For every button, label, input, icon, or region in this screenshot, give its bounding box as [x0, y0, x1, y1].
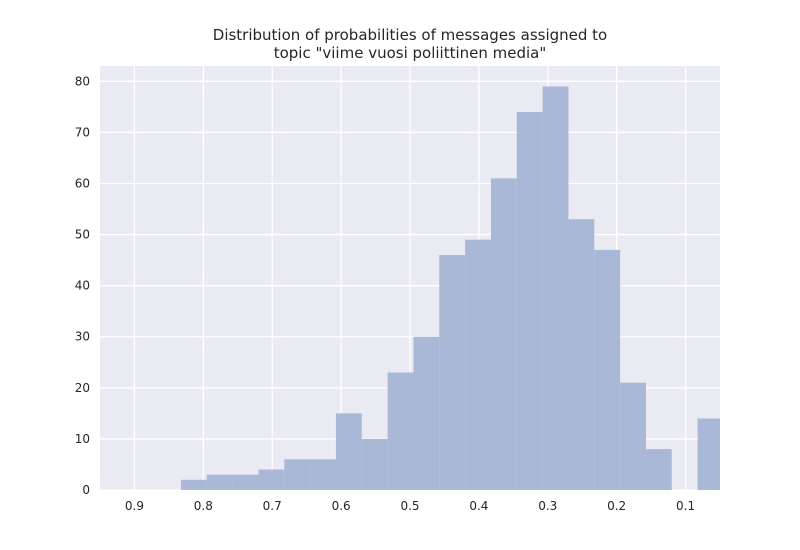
y-tick-label: 30 — [75, 330, 90, 344]
x-tick-label: 0.6 — [332, 499, 351, 513]
histogram-bar-10 — [439, 255, 466, 490]
y-tick-label: 50 — [75, 228, 90, 242]
histogram-bar-16 — [594, 249, 621, 490]
histogram-bar-14 — [542, 86, 569, 490]
histogram-bar-7 — [361, 438, 388, 490]
histogram-bar-17 — [620, 382, 646, 490]
x-tick-label: 0.7 — [263, 499, 282, 513]
histogram-bar-12 — [490, 178, 517, 490]
histogram-bar-9 — [413, 336, 440, 490]
histogram-bar-15 — [568, 219, 595, 491]
x-tick-label: 0.1 — [676, 499, 695, 513]
x-tick-label: 0.9 — [125, 499, 144, 513]
x-tick-label: 0.5 — [400, 499, 419, 513]
chart-title-line-2: topic "viime vuosi poliittinen media" — [274, 44, 547, 62]
histogram-bar-20 — [697, 418, 720, 490]
histogram-bar-2 — [232, 474, 259, 490]
y-tick-label: 0 — [82, 483, 90, 497]
y-tick-label: 70 — [75, 125, 90, 139]
y-tick-label: 20 — [75, 381, 90, 395]
x-tick-label: 0.8 — [194, 499, 213, 513]
x-axis-ticks: 0.9 0.8 0.7 0.6 0.5 0.4 0.3 0.2 0.1 — [125, 499, 695, 513]
y-tick-label: 60 — [75, 176, 90, 190]
y-tick-label: 40 — [75, 279, 90, 293]
histogram-bar-13 — [516, 111, 543, 491]
histogram-bar-4 — [284, 459, 311, 490]
y-tick-label: 80 — [75, 74, 90, 88]
x-tick-label: 0.4 — [469, 499, 488, 513]
histogram-bar-8 — [387, 372, 414, 490]
histogram-bar-11 — [465, 239, 491, 490]
x-tick-label: 0.2 — [607, 499, 626, 513]
histogram-bar-6 — [335, 413, 362, 490]
histogram-bar-0 — [180, 479, 207, 490]
histogram-bar-3 — [258, 469, 285, 490]
histogram-bar-18 — [645, 449, 672, 490]
y-tick-label: 10 — [75, 432, 90, 446]
histogram-bar-1 — [206, 474, 233, 490]
histogram-bars — [180, 86, 720, 491]
x-tick-label: 0.3 — [538, 499, 557, 513]
y-axis-ticks: 0 10 20 30 40 50 60 70 80 — [75, 74, 90, 497]
chart-title-line-1: Distribution of probabilities of message… — [213, 26, 607, 44]
histogram-bar-5 — [310, 459, 336, 490]
